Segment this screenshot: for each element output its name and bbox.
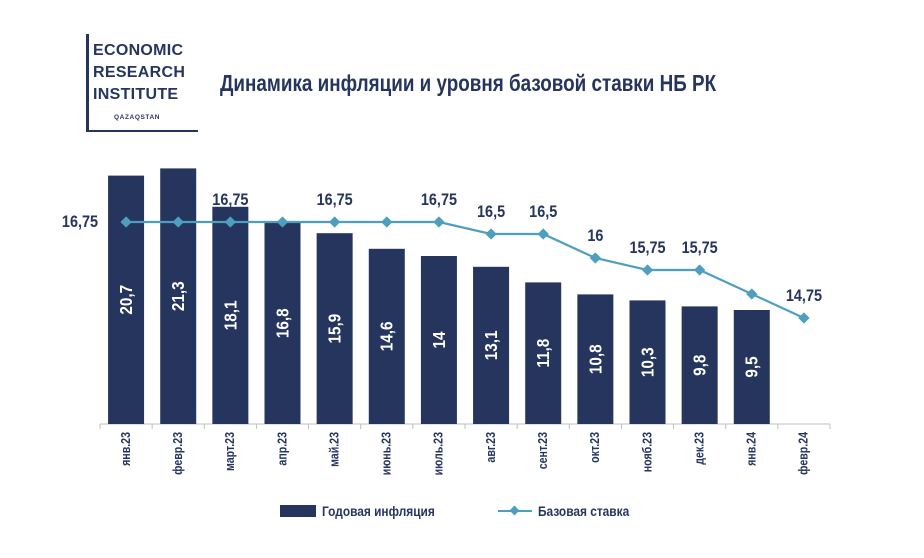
- x-category-label: июнь.23: [380, 431, 394, 475]
- x-category-label: май.23: [328, 432, 342, 467]
- logo-line-1: ECONOMIC: [93, 42, 184, 59]
- rate-value-label: 14,75: [786, 287, 822, 305]
- legend-item-inflation: Годовая инфляция: [280, 503, 455, 519]
- x-category-label: сент.23: [536, 432, 550, 470]
- rate-point: [381, 216, 393, 228]
- bar-inflation: [473, 266, 510, 424]
- rate-point: [589, 252, 602, 264]
- x-category-label: февр.23: [171, 431, 185, 474]
- x-category-label: янв.24: [745, 431, 759, 465]
- rate-value-label: 16,5: [529, 203, 557, 221]
- x-category-label: март.23: [223, 431, 237, 471]
- bar-value-label: 14: [429, 331, 449, 349]
- bar-inflation: [681, 306, 718, 424]
- rate-value-label: 16: [587, 227, 603, 245]
- x-category-label: окт.23: [588, 432, 602, 463]
- logo-line-2: RESEARCH: [93, 64, 186, 81]
- rate-point: [328, 216, 341, 228]
- bar-inflation: [368, 248, 405, 424]
- bar-inflation: [525, 282, 562, 424]
- rate-value-label: 16,75: [317, 191, 353, 209]
- bar-value-label: 15,9: [324, 314, 344, 344]
- bar-value-label: 11,8: [533, 339, 553, 368]
- logo-base-line: [86, 130, 198, 132]
- legend-swatch-line: [498, 505, 532, 517]
- bar-value-label: 9,8: [689, 355, 709, 376]
- rate-line: [126, 220, 805, 319]
- bar-value-label: 14,6: [377, 322, 397, 352]
- x-category-label: дек.23: [693, 432, 707, 465]
- x-category-label: янв.23: [119, 431, 133, 465]
- logo-subtitle: QAZAQSTAN: [114, 114, 161, 121]
- rate-point: [276, 216, 289, 228]
- legend-label-rate: Базовая ставка: [538, 503, 630, 519]
- bar-value-label: 9,5: [742, 356, 762, 377]
- bar-value-label: 20,7: [116, 285, 136, 315]
- bar-value-label: 16,8: [272, 308, 292, 338]
- rate-point: [798, 312, 810, 324]
- rate-point: [172, 216, 184, 228]
- rate-value-label: 15,75: [682, 239, 718, 257]
- rate-point: [224, 216, 237, 228]
- rate-point: [693, 264, 706, 276]
- bar-inflation: [629, 300, 666, 424]
- bar-value-label: 13,1: [481, 331, 501, 361]
- rate-point: [485, 228, 497, 240]
- bar-inflation: [316, 233, 353, 424]
- bar-value-label: 18,1: [220, 301, 240, 331]
- rate-point: [746, 288, 758, 300]
- rate-point: [433, 216, 445, 228]
- bar-value-label: 21,3: [168, 281, 188, 311]
- eri-logo: ECONOMIC RESEARCH INSTITUTE QAZAQSTAN: [86, 34, 198, 132]
- x-category-label: апр.23: [275, 432, 289, 466]
- legend-swatch-bar: [280, 505, 316, 517]
- rate-value-label: 15,25: [734, 313, 770, 331]
- x-category-label: июль.23: [432, 432, 446, 476]
- rate-point: [641, 264, 654, 276]
- x-category-label: февр.24: [797, 431, 811, 474]
- bar-inflation: [264, 222, 301, 424]
- bar-value-label: 10,8: [585, 344, 605, 374]
- bar-inflation: [733, 310, 770, 424]
- rate-value-label: 16,5: [477, 203, 505, 221]
- rate-value-label: 16,75: [421, 191, 457, 209]
- bar-inflation: [160, 168, 197, 424]
- bar-inflation: [577, 294, 614, 424]
- legend-label-inflation: Годовая инфляция: [322, 503, 435, 519]
- legend-item-rate: Базовая ставка: [498, 503, 645, 519]
- bar-inflation: [420, 256, 457, 424]
- rate-value-label: 16,75: [212, 191, 248, 209]
- rate-value-label: 15,75: [629, 239, 665, 257]
- bar-value-label: 10,3: [637, 347, 657, 377]
- x-category-label: нояб.23: [640, 432, 654, 473]
- logo-line-3: INSTITUTE: [93, 86, 179, 103]
- x-category-label: авг.23: [484, 432, 498, 463]
- logo-frame: [86, 34, 89, 130]
- rate-value-label: 16,75: [62, 213, 98, 231]
- rate-point: [537, 228, 549, 240]
- bar-inflation: [212, 206, 249, 424]
- chart-title: Динамика инфляции и уровня базовой ставк…: [220, 70, 717, 96]
